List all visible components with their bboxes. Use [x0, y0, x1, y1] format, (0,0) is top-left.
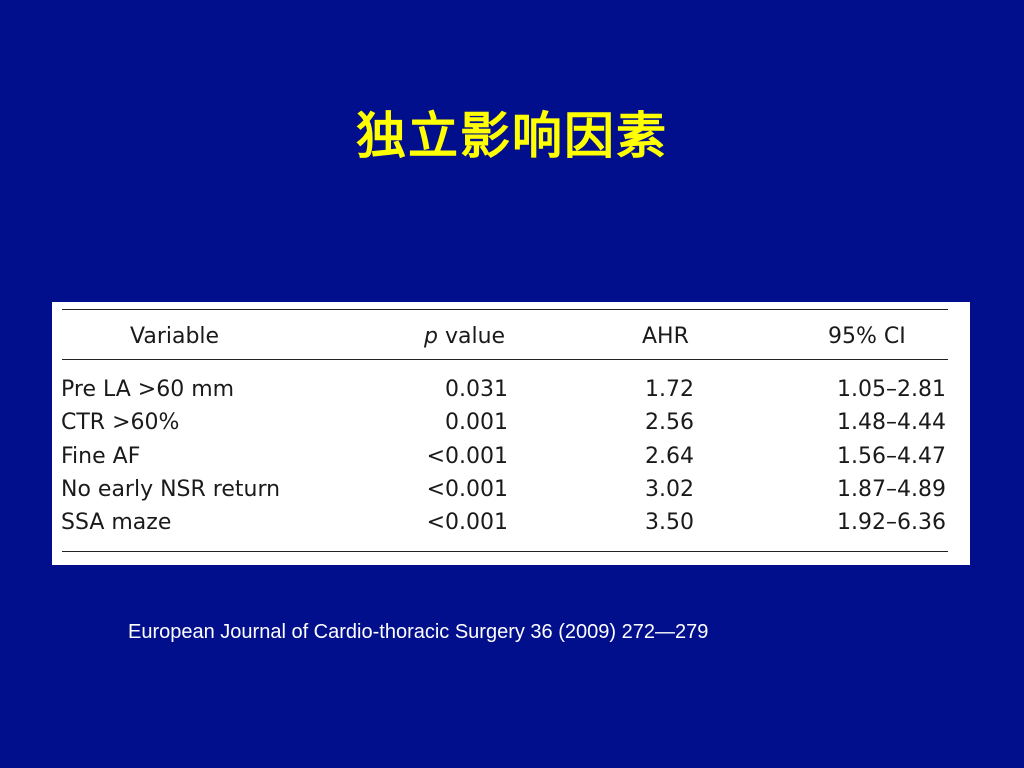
- row-4-p-value: <0.001: [426, 477, 508, 502]
- row-1-ci: 1.05–2.81: [837, 377, 946, 402]
- row-4-ahr: 3.02: [645, 477, 694, 502]
- row-4-variable: No early NSR return: [61, 477, 281, 502]
- journal-citation: European Journal of Cardio-thoracic Surg…: [128, 621, 709, 643]
- row-1-ahr: 1.72: [645, 377, 694, 402]
- table-bottom-rule: [62, 551, 948, 552]
- row-5-ahr: 3.50: [645, 510, 694, 535]
- header-ci: 95% CI: [828, 324, 906, 349]
- header-p-symbol: p: [424, 324, 438, 349]
- header-variable: Variable: [130, 324, 220, 349]
- row-3-ci: 1.56–4.47: [837, 444, 946, 469]
- row-3-p-value: <0.001: [426, 444, 508, 469]
- row-2-ahr: 2.56: [645, 410, 694, 435]
- results-table: Variable p value AHR 95% CI Pre LA >60 m…: [52, 302, 970, 565]
- row-2-variable: CTR >60%: [61, 410, 180, 435]
- row-5-variable: SSA maze: [61, 510, 172, 535]
- row-2-p-value: 0.001: [445, 410, 508, 435]
- row-5-ci: 1.92–6.36: [837, 510, 946, 535]
- row-3-ahr: 2.64: [645, 444, 694, 469]
- table-top-rule: [62, 309, 948, 310]
- header-p-value: p value: [424, 323, 505, 351]
- slide-title: 独立影响因素: [356, 106, 668, 165]
- row-1-p-value: 0.031: [445, 377, 508, 402]
- header-p-word: value: [437, 324, 506, 349]
- header-ahr: AHR: [642, 324, 689, 349]
- row-2-ci: 1.48–4.44: [837, 410, 946, 435]
- table-header-rule: [62, 359, 948, 360]
- row-3-variable: Fine AF: [61, 444, 141, 469]
- row-5-p-value: <0.001: [426, 510, 508, 535]
- row-4-ci: 1.87–4.89: [837, 477, 946, 502]
- row-1-variable: Pre LA >60 mm: [61, 377, 235, 402]
